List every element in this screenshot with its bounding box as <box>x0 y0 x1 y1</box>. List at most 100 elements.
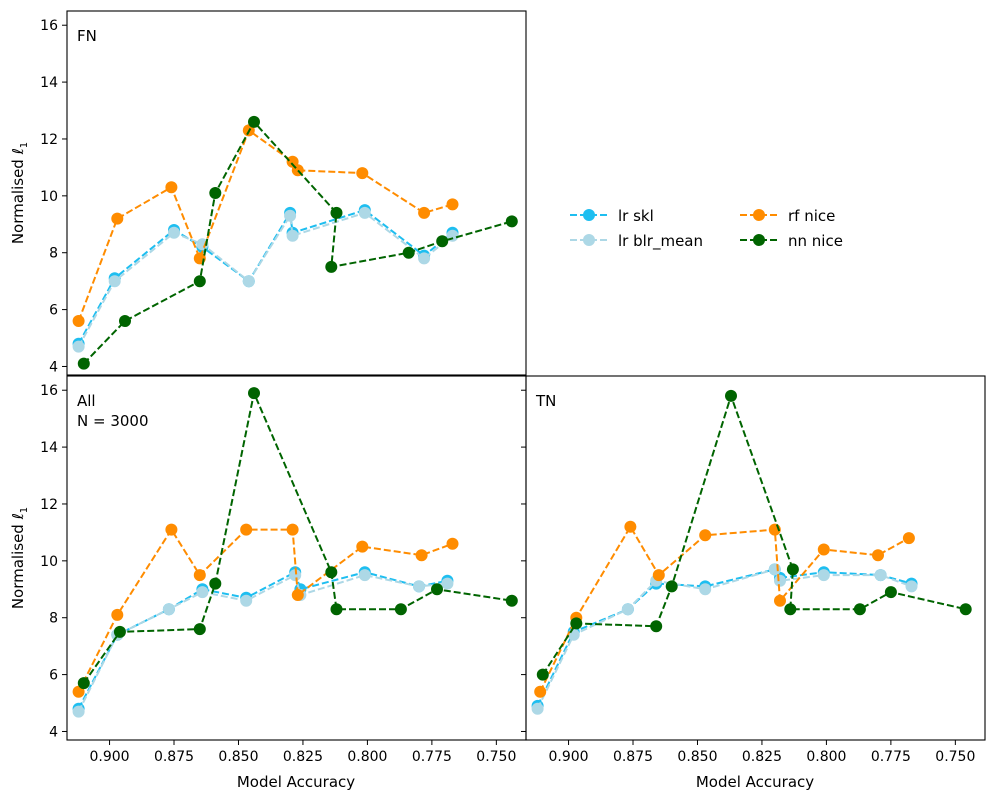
panel-tn-series <box>531 389 972 715</box>
panel-tn-point-nn-nice <box>570 617 583 630</box>
panel-all-point-lr-blr-mean <box>289 569 302 582</box>
panel-all-series-line-rf-nice <box>77 527 453 693</box>
panel-fn-series-line-rf-nice <box>77 128 453 322</box>
panel-all-point-lr-blr-mean <box>413 580 425 593</box>
legend: lr skl lr blr_mean rf nice nn nice <box>570 207 843 251</box>
legend-entry-nn-nice: nn nice <box>740 232 843 250</box>
panel-tn-point-rf-nice <box>902 532 915 545</box>
panel-tn-x-tick-label: 0.850 <box>677 749 717 765</box>
panel-tn-point-nn-nice <box>725 389 737 402</box>
panel-fn-point-nn-nice <box>248 115 260 128</box>
legend-entry-lr-skl: lr skl <box>570 207 654 225</box>
panel-tn-x-tick-label: 0.750 <box>935 749 975 765</box>
panel-all-x-axis: 0.900 0.875 0.850 0.825 0.800 0.775 0.750 <box>90 740 516 765</box>
panel-tn-point-nn-nice <box>784 603 797 616</box>
panel-tn-x-tick-label: 0.800 <box>806 749 846 765</box>
panel-all: All N = 3000 4 6 8 10 12 14 16 0.900 0.875 0.850… <box>9 375 527 791</box>
panel-tn-point-rf-nice <box>872 549 884 562</box>
panel-all-series <box>72 387 518 718</box>
panel-tn-point-nn-nice <box>650 620 663 633</box>
legend-label-rf-nice: rf nice <box>788 207 835 225</box>
panel-all-y-tick-label: 6 <box>49 668 58 684</box>
panel-all-point-lr-blr-mean <box>196 586 209 599</box>
panel-fn-point-nn-nice <box>193 275 206 288</box>
panel-tn-point-lr-blr-mean <box>768 563 781 576</box>
panel-tn-series-line-nn-nice <box>541 392 966 676</box>
panel-all-point-rf-nice <box>286 523 299 536</box>
legend-entry-lr-blr-mean: lr blr_mean <box>570 232 703 251</box>
panel-fn-y-tick-label: 12 <box>40 132 58 148</box>
panel-tn-x-axis-label: Model Accuracy <box>696 773 814 791</box>
panel-fn-label: FN <box>77 27 97 45</box>
panel-all-point-lr-blr-mean <box>72 705 85 718</box>
panel-tn-x-axis: 0.900 0.875 0.850 0.825 0.800 0.775 0.750 <box>549 740 975 765</box>
panel-all-x-tick-label: 0.825 <box>283 749 323 765</box>
legend-label-lr-skl: lr skl <box>618 207 654 225</box>
panel-all-y-tick-label: 12 <box>40 497 58 513</box>
panel-tn: TN 0.900 0.875 0.850 0.825 0.800 0.775 0.750 M… <box>521 375 986 791</box>
panel-fn-point-nn-nice <box>330 206 343 219</box>
legend-label-lr-blr-mean: lr blr_mean <box>618 232 703 251</box>
panel-fn-point-rf-nice <box>446 198 459 211</box>
panel-fn: FN 4 6 8 10 12 14 16 Normalised ℓ1 <box>9 10 527 376</box>
panel-all-y-axis: 4 6 8 10 12 14 16 <box>40 383 67 740</box>
panel-all-point-rf-nice <box>193 569 206 582</box>
panel-all-point-nn-nice <box>113 625 126 638</box>
panel-tn-point-rf-nice <box>774 594 786 607</box>
panel-all-point-rf-nice <box>291 589 304 601</box>
panel-tn-point-lr-blr-mean <box>874 569 887 582</box>
panel-tn-point-nn-nice <box>665 580 678 593</box>
panel-all-point-lr-blr-mean <box>162 603 175 616</box>
panel-fn-point-nn-nice <box>436 235 449 248</box>
panel-all-label-line-2: N = 3000 <box>77 412 149 430</box>
panel-all-point-lr-blr-mean <box>358 569 371 582</box>
panel-tn-point-lr-blr-mean <box>621 603 634 616</box>
panel-tn-series-line-rf-nice <box>539 524 910 693</box>
panel-fn-point-lr-blr-mean <box>108 275 121 288</box>
panel-fn-point-lr-blr-mean <box>72 340 85 353</box>
panel-fn-y-tick-label: 16 <box>40 18 58 34</box>
panel-all-label-line-1: All <box>77 392 96 410</box>
panel-fn-point-rf-nice <box>72 315 85 327</box>
panel-all-point-rf-nice <box>72 685 85 698</box>
panel-fn-y-tick-label: 10 <box>40 189 58 205</box>
panel-tn-point-rf-nice <box>624 520 637 533</box>
panel-all-x-axis-label: Model Accuracy <box>237 773 355 791</box>
panel-fn-point-lr-blr-mean <box>286 229 299 242</box>
panel-all-y-tick-label: 10 <box>40 554 58 570</box>
panel-all-point-rf-nice <box>356 540 369 553</box>
panel-fn-point-rf-nice <box>111 212 124 225</box>
panel-all-x-tick-label: 0.900 <box>90 749 130 765</box>
panel-all-point-lr-blr-mean <box>240 594 253 607</box>
panel-fn-y-tick-label: 14 <box>40 75 58 91</box>
panel-fn-point-rf-nice <box>356 167 369 180</box>
panel-fn-point-nn-nice <box>505 215 518 228</box>
panel-tn-x-tick-label: 0.825 <box>742 749 782 765</box>
panel-all-x-tick-label: 0.800 <box>347 749 387 765</box>
panel-fn-point-lr-blr-mean <box>168 226 180 239</box>
panel-tn-frame <box>525 375 986 741</box>
panel-fn-y-tick-label: 8 <box>49 246 58 262</box>
panel-tn-point-lr-blr-mean <box>774 574 786 587</box>
panel-fn-y-tick-label: 4 <box>49 359 58 375</box>
panel-fn-point-rf-nice <box>418 206 431 219</box>
panel-fn-point-lr-blr-mean <box>284 209 297 222</box>
panel-all-point-nn-nice <box>77 677 90 690</box>
panel-tn-point-nn-nice <box>884 586 897 599</box>
panel-tn-point-nn-nice <box>786 563 799 576</box>
panel-fn-point-nn-nice <box>77 357 90 370</box>
panel-all-point-lr-blr-mean <box>441 577 454 590</box>
panel-all-y-tick-label: 8 <box>49 611 58 627</box>
panel-tn-x-tick-label: 0.775 <box>871 749 911 765</box>
panel-all-point-nn-nice <box>394 603 407 616</box>
panel-all-series-line-nn-nice <box>82 389 512 684</box>
panel-tn-point-lr-blr-mean <box>817 569 830 582</box>
panel-fn-point-nn-nice <box>119 315 131 327</box>
panel-fn-series <box>72 115 518 370</box>
panel-all-x-tick-label: 0.775 <box>412 749 452 765</box>
panel-tn-point-nn-nice <box>959 603 972 616</box>
panel-all-y-tick-label: 4 <box>49 724 58 740</box>
panel-all-x-tick-label: 0.750 <box>476 749 516 765</box>
panel-tn-point-rf-nice <box>817 543 830 556</box>
